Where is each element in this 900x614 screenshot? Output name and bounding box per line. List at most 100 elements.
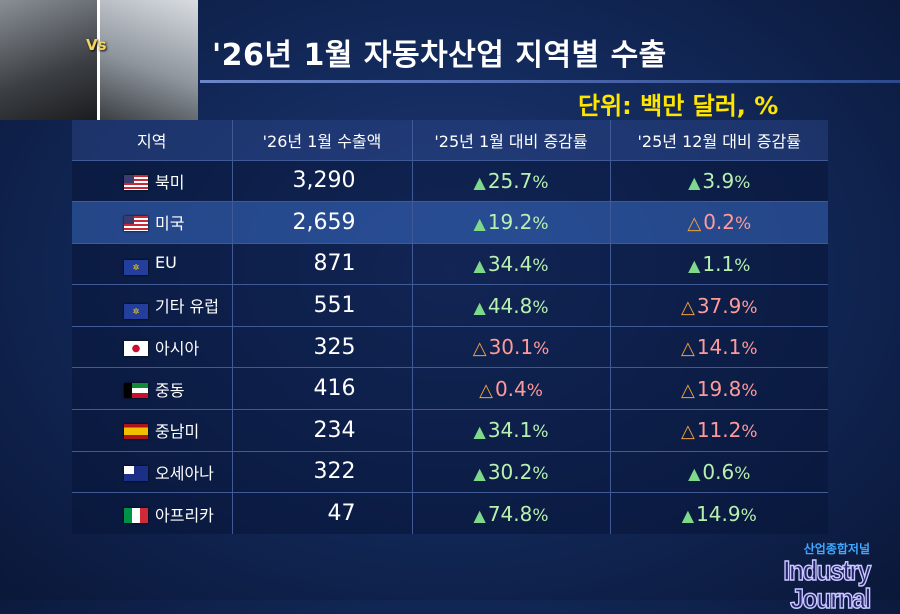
table-row: 중남미 234 ▲ 34.1% △ 11.2% (72, 409, 828, 452)
percent-sign: % (741, 422, 758, 443)
percent-sign: % (532, 422, 549, 443)
percent-sign: % (741, 297, 758, 318)
es-flag-icon (124, 424, 148, 440)
jp-flag-icon (124, 341, 148, 357)
percent-sign: % (532, 255, 549, 276)
table-row: 중동 416 △ 0.4% △ 19.8% (72, 367, 828, 410)
export-value-cell: 325 (232, 325, 413, 368)
mom-value: 11.2 (696, 418, 742, 443)
region-name: 기타 유럽 (155, 296, 219, 316)
yoy-cell: ▲ 25.7% (412, 159, 611, 202)
percent-sign: % (741, 380, 758, 401)
decrease-triangle-icon: △ (680, 379, 695, 401)
increase-triangle-icon: ▲ (688, 255, 701, 275)
region-name: EU (155, 252, 177, 272)
col-mom: '25년 12월 대비 증감률 (610, 120, 828, 160)
yoy-value: 30.2 (487, 459, 533, 484)
yoy-cell: △ 0.4% (412, 367, 611, 410)
increase-triangle-icon: ▲ (681, 505, 695, 525)
export-value-cell: 3,290 (232, 159, 413, 202)
percent-sign: % (734, 463, 751, 484)
export-value-cell: 871 (232, 242, 413, 285)
au-flag-icon (124, 465, 148, 481)
eu-flag-icon: ✲ (124, 259, 148, 275)
yoy-value: 30.1 (488, 335, 534, 360)
export-value-cell: 2,659 (232, 201, 413, 244)
yoy-value: 25.7 (487, 168, 533, 193)
export-value-cell: 322 (232, 450, 413, 493)
photo-divider (97, 0, 100, 120)
header-photo-gas-vs-ev: Vs (0, 0, 198, 120)
export-value-cell: 47 (232, 492, 413, 535)
col-yoy: '25년 1월 대비 증감률 (412, 120, 611, 160)
region-name: 중동 (155, 380, 185, 400)
percent-sign: % (532, 297, 549, 318)
increase-triangle-icon: ▲ (473, 214, 486, 234)
region-name: 미국 (155, 214, 185, 234)
yoy-cell: ▲ 34.4% (412, 242, 611, 285)
increase-triangle-icon: ▲ (688, 463, 701, 483)
table-row: ✲ EU 871 ▲ 34.4% ▲ 1.1% (72, 242, 828, 285)
yoy-cell: ▲ 19.2% (412, 201, 611, 244)
yoy-value: 0.4 (494, 376, 527, 401)
decrease-triangle-icon: △ (680, 421, 695, 443)
table-header: 지역 '26년 1월 수출액 '25년 1월 대비 증감률 '25년 12월 대… (72, 120, 828, 160)
gas-car-image (0, 0, 98, 120)
increase-triangle-icon: ▲ (473, 297, 486, 317)
table-row: 북미 3,290 ▲ 25.7% ▲ 3.9% (72, 159, 828, 202)
percent-sign: % (533, 339, 550, 360)
mom-value: 19.8 (696, 376, 742, 401)
increase-triangle-icon: ▲ (473, 172, 486, 192)
region-cell: ✲ EU (72, 242, 233, 285)
mom-value: 14.1 (696, 335, 742, 360)
percent-sign: % (532, 505, 549, 526)
region-name: 아시아 (155, 339, 200, 359)
export-value-cell: 551 (232, 284, 413, 327)
col-region: 지역 (72, 120, 233, 160)
increase-triangle-icon: ▲ (473, 422, 486, 442)
it-flag-icon (124, 507, 148, 523)
yoy-value: 19.2 (487, 210, 533, 235)
table-row: 오세아나 322 ▲ 30.2% ▲ 0.6% (72, 450, 828, 493)
increase-triangle-icon: ▲ (688, 172, 701, 192)
mom-value: 3.9 (702, 168, 735, 193)
percent-sign: % (532, 214, 549, 235)
yoy-value: 74.8 (487, 501, 533, 526)
decrease-triangle-icon: △ (479, 379, 493, 401)
region-cell: 오세아나 (72, 450, 233, 493)
title-underline (200, 80, 900, 83)
percent-sign: % (734, 255, 751, 276)
yoy-cell: △ 30.1% (412, 325, 611, 368)
export-table: 지역 '26년 1월 수출액 '25년 1월 대비 증감률 '25년 12월 대… (72, 120, 828, 535)
mom-cell: △ 37.9% (610, 284, 828, 327)
mom-value: 1.1 (702, 251, 735, 276)
export-value-cell: 416 (232, 367, 413, 410)
us-flag-icon (124, 216, 148, 232)
decrease-triangle-icon: △ (680, 296, 695, 318)
region-name: 북미 (155, 172, 185, 192)
yoy-cell: ▲ 74.8% (412, 492, 611, 535)
mom-cell: △ 14.1% (610, 325, 828, 368)
percent-sign: % (532, 172, 549, 193)
region-cell: 미국 (72, 201, 233, 244)
region-name: 아프리카 (155, 505, 214, 525)
table-row: 미국 2,659 ▲ 19.2% △ 0.2% (72, 201, 828, 244)
table-row: 아프리카 47 ▲ 74.8% ▲ 14.9% (72, 492, 828, 535)
region-name: 오세아나 (155, 463, 214, 483)
decrease-triangle-icon: △ (472, 338, 487, 360)
decrease-triangle-icon: △ (687, 213, 702, 235)
region-cell: ✲ 기타 유럽 (72, 284, 233, 327)
mom-value: 37.9 (696, 293, 742, 318)
us-flag-icon (124, 174, 148, 190)
region-cell: 중남미 (72, 409, 233, 452)
logo-english: Industry Journal (783, 555, 872, 614)
mom-cell: ▲ 3.9% (610, 159, 828, 202)
region-cell: 아시아 (72, 325, 233, 368)
yoy-cell: ▲ 30.2% (412, 450, 611, 493)
eu-flag-icon: ✲ (124, 303, 148, 319)
mom-cell: ▲ 1.1% (610, 242, 828, 285)
industry-journal-logo: 산업종합저널 Industry Journal (696, 540, 872, 614)
increase-triangle-icon: ▲ (473, 505, 486, 525)
table-row: 아시아 325 △ 30.1% △ 14.1% (72, 325, 828, 368)
percent-sign: % (740, 505, 757, 526)
